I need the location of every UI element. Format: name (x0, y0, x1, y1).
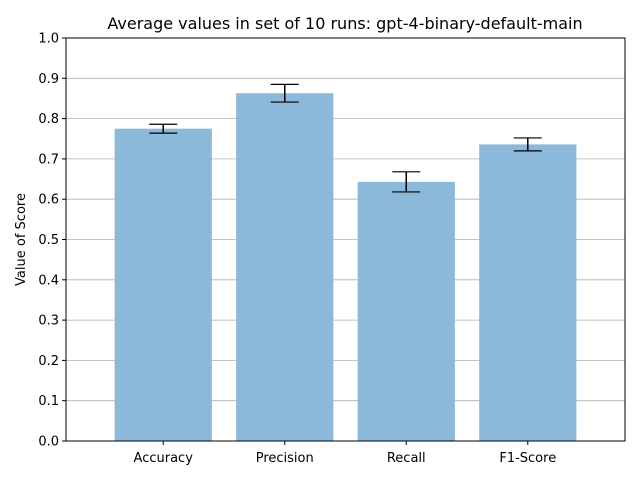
bar-recall (357, 181, 455, 441)
y-axis: 0.0 0.1 0.2 0.3 0.4 0.5 0.6 0.7 0.8 0.9 1.0 (38, 32, 66, 450)
bar-layer (114, 93, 577, 442)
error-bar-layer (149, 83, 542, 193)
y-tick-label: 0.7 (38, 152, 59, 167)
x-tick-label: Recall (387, 451, 426, 466)
bar-f1-score (479, 144, 577, 441)
x-tick-label: Precision (256, 451, 314, 466)
y-tick-label: 1.0 (38, 32, 59, 47)
x-tick-label: F1-Score (499, 451, 556, 466)
x-tick-label: Accuracy (134, 451, 194, 466)
y-tick-label: 0.0 (38, 435, 59, 450)
x-axis: Accuracy Precision Recall F1-Score (134, 441, 556, 466)
y-tick-label: 0.2 (38, 354, 59, 369)
y-tick-label: 0.5 (38, 233, 59, 248)
bar-precision (236, 93, 334, 441)
bar-accuracy (114, 128, 212, 442)
y-axis-label: Value of Score (14, 193, 29, 286)
chart-title: Average values in set of 10 runs: gpt-4-… (107, 14, 582, 33)
y-tick-label: 0.3 (38, 314, 59, 329)
y-tick-label: 0.4 (38, 273, 59, 288)
y-tick-label: 0.9 (38, 72, 59, 87)
y-tick-label: 0.6 (38, 193, 59, 208)
y-tick-label: 0.1 (38, 394, 59, 409)
y-tick-label: 0.8 (38, 112, 59, 127)
